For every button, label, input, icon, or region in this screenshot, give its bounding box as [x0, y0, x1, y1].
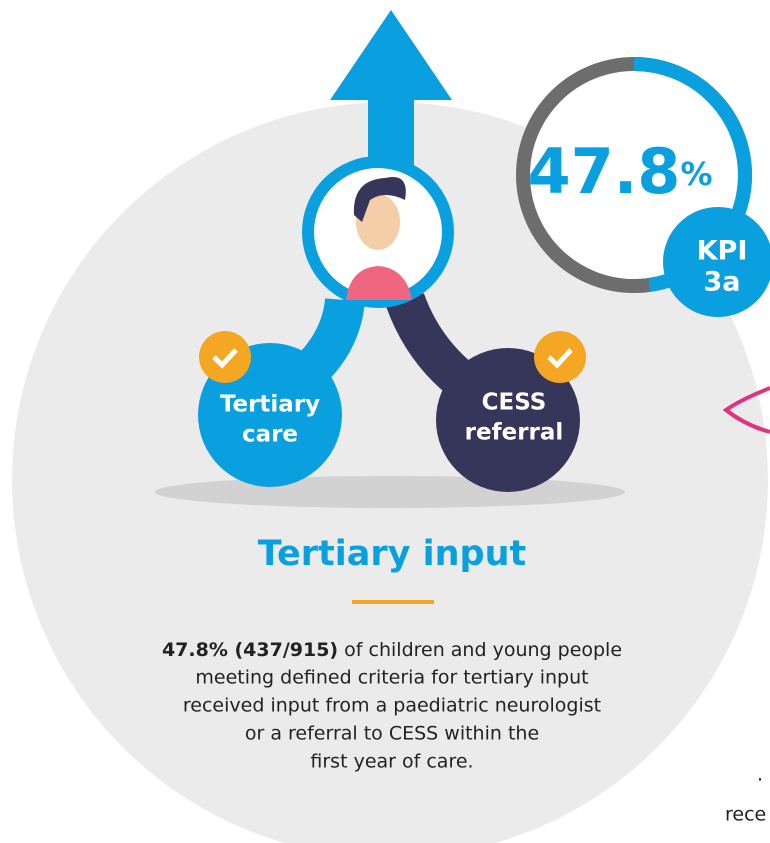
node-label: referral	[465, 420, 564, 446]
check-badge	[534, 331, 586, 383]
kpi-label: 3a	[703, 267, 740, 298]
kpi-unit: %	[680, 155, 712, 193]
kpi-label: KPI	[697, 236, 748, 267]
check-badge	[199, 331, 251, 383]
node-label: care	[242, 422, 298, 448]
body-line: 47.8% (437/915) of children and young pe…	[162, 639, 622, 661]
shadow	[155, 476, 625, 508]
body-span: of children and young people	[338, 639, 622, 661]
body-line: first year of care.	[310, 751, 473, 773]
kpi-number: 47.8	[527, 135, 680, 208]
body-bold: 47.8% (437/915)	[162, 639, 338, 661]
infographic: Tertiary care CESS referral 47.8% KPI 3a…	[0, 0, 770, 843]
node-label: Tertiary	[220, 392, 320, 418]
body-line: received input from a paediatric neurolo…	[183, 695, 601, 717]
page: Tertiary care CESS referral 47.8% KPI 3a…	[0, 0, 770, 843]
body-line: meeting defined criteria for tertiary in…	[195, 667, 588, 689]
cut-off-text: .	[757, 764, 763, 786]
body-line: or a referral to CESS within the	[245, 723, 539, 745]
node-label: CESS	[482, 390, 547, 416]
title: Tertiary input	[258, 534, 526, 574]
cut-off-text: rece	[725, 804, 766, 826]
